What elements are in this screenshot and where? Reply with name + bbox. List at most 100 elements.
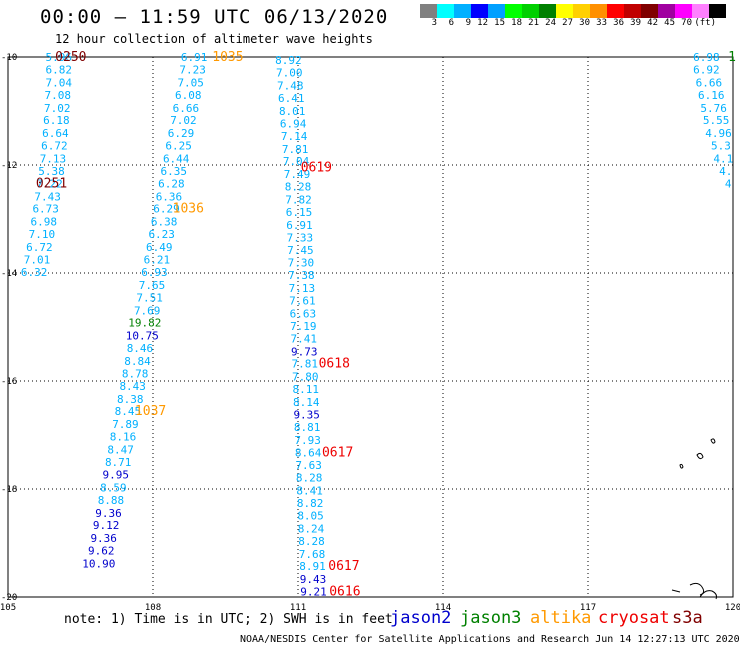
wave-height-label: 8.28 [296,472,323,485]
wave-height-label: 7.19 [290,320,317,333]
color-legend: 3 6 9 12 15 18 21 24 27 30 33 36 39 42 45 70 (ft) [420,4,726,28]
color-bar-label: 21 [528,18,539,28]
wave-height-label: 5.3 [711,140,731,153]
wave-height-label: 6.35 [161,165,188,178]
wave-height-label: 7.33 [287,231,314,244]
wave-height-label: 4.96 [705,127,732,140]
wave-height-label: 4 [725,177,732,190]
wave-height-label: 7.23 [179,63,206,76]
wave-height-label: 9.62 [88,545,115,558]
chart-subtitle: 12 hour collection of altimeter wave hei… [55,32,373,46]
wave-height-label: 7.30 [288,257,315,270]
pass-time-label: 1 [728,50,736,65]
wave-height-label: 6.44 [163,153,190,166]
wave-height-label: 9.35 [293,408,320,421]
wave-height-label: 7.05 [177,76,204,89]
pass-time-label: 0619 [301,161,332,176]
satellite-label-jason2: jason2 [390,608,452,628]
wave-height-label: 7.00 [276,67,303,80]
wave-height-label: 7.08 [45,89,72,102]
satellite-label-cryosat: cryosat [598,608,670,628]
color-bar-label: 9 [465,18,471,28]
wave-height-label: 8.45 [115,405,142,418]
wave-height-label: 6.28 [158,177,185,190]
wave-height-label: 6.73 [32,203,59,216]
wave-height-label: 7.81 [282,143,309,156]
wave-height-label: 8.84 [124,355,151,368]
pass-time-label: 0618 [319,357,350,372]
wave-height-label: 6.36 [156,190,183,203]
x-tick-label: 108 [145,603,161,613]
color-swatch [590,4,607,18]
color-bar-labels: 3 6 9 12 15 18 21 24 27 30 33 36 39 42 45 70 (ft) [420,18,726,28]
wave-height-label: 8.71 [105,456,132,469]
color-swatch [471,4,488,18]
color-bar-label: 30 [579,18,590,28]
wave-height-label: 8.01 [279,105,306,118]
wave-height-label: 8.41 [296,485,323,498]
wave-height-label: 8.43 [119,380,146,393]
wave-height-label: 7.02 [44,102,71,115]
pass-time-label: 1035 [212,50,243,65]
wave-height-label: 7.51 [136,291,163,304]
wave-height-label: 10.90 [82,558,115,571]
wave-height-label: 5.55 [703,114,730,127]
wave-height-label: 6.98 [693,51,720,64]
wave-height-label: 5.38 [38,165,65,178]
wave-height-label: 8.88 [98,494,125,507]
wave-height-label: 7.02 [170,114,197,127]
color-swatch [488,4,505,18]
wave-height-label: 9.36 [95,507,122,520]
color-bar-label: 36 [613,18,624,28]
wave-height-label: 4.1 [713,153,733,166]
x-tick-label: 111 [290,603,306,613]
wave-height-label: 9.36 [90,532,117,545]
color-bar-label: 70 [681,18,692,28]
color-swatch [539,4,556,18]
wave-height-label: 6.41 [278,92,305,105]
wave-height-label: 6.63 [290,308,317,321]
plot-frame [7,56,734,598]
wave-height-label: 7.04 [283,155,310,168]
wave-height-label: 6.66 [173,102,200,115]
wave-height-label: 7.38 [288,269,315,282]
color-bar-label: 24 [545,18,556,28]
wave-height-label: 7.13 [289,282,316,295]
pass-time-label: 0616 [329,585,360,600]
color-swatch [505,4,522,18]
wave-height-label: 7.68 [299,548,326,561]
wave-height-label: 7.65 [139,279,166,292]
color-swatch [658,4,675,18]
wave-height-label: 6.72 [41,140,68,153]
pass-time-label: 1036 [173,202,204,217]
wave-height-label: 6.18 [43,114,70,127]
wave-height-label: 8.47 [107,444,134,457]
wave-height-label: 7.63 [295,459,322,472]
wave-height-label: 5.96 [46,51,73,64]
color-bar-label: 42 [647,18,658,28]
color-bar-label: 3 [431,18,437,28]
pass-time-label: 0617 [322,445,353,460]
wave-height-label: 9.21 [300,586,327,599]
wave-height-label: 6.29 [168,127,195,140]
wave-height-label: 8.64 [295,446,322,459]
wave-height-label: 7.10 [29,228,56,241]
wave-height-label: 6.16 [698,89,725,102]
color-swatch [437,4,454,18]
pass-time-label: 1037 [135,404,166,419]
wave-height-label: 7.01 [24,254,51,267]
color-bar-label: 39 [630,18,641,28]
wave-height-label: 8.78 [122,367,149,380]
color-swatch [641,4,658,18]
color-bar-label: 12 [477,18,488,28]
wave-height-label: 6.72 [26,241,53,254]
wave-height-label: 7.45 [287,244,314,257]
wave-height-label: 6.32 [21,266,48,279]
wave-height-label: 8.91 [299,560,326,573]
wave-height-label: 8.24 [298,522,325,535]
wave-height-label: 7.41 [291,332,318,345]
color-bar-label: (ft) [694,18,716,28]
pass-time-label: 0617 [328,559,359,574]
color-swatch [522,4,539,18]
